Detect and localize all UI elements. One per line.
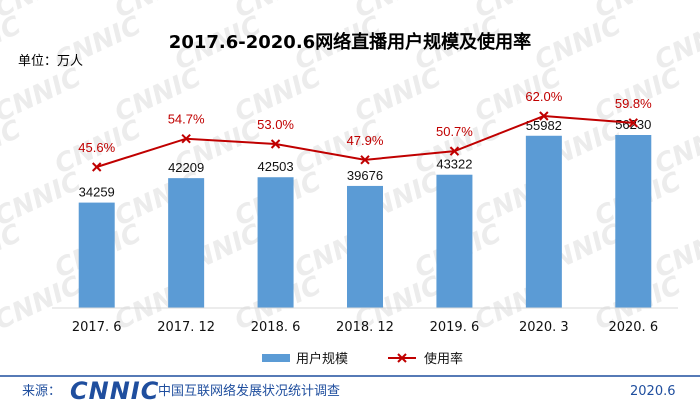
bar-6 bbox=[615, 135, 652, 308]
rate-value-label: 47.9% bbox=[347, 133, 384, 148]
x-tick-labels: 2017. 6 2017. 12 2018. 6 2018. 12 2019. 6 202… bbox=[72, 320, 658, 335]
footer-source-label: 来源： bbox=[22, 384, 61, 399]
x-tick-label: 2019. 6 bbox=[430, 320, 480, 335]
footer-date: 2020.6 bbox=[630, 384, 676, 399]
rate-marker bbox=[628, 118, 638, 128]
rate-marker bbox=[92, 162, 102, 172]
x-tick-label: 2020. 3 bbox=[519, 320, 569, 335]
rate-marker bbox=[539, 111, 549, 121]
rate-label-group: 45.6% 54.7% 53.0% 47.9% 50.7% 62.0% 59.8% bbox=[78, 89, 652, 155]
legend-line-label: 使用率 bbox=[424, 351, 463, 367]
x-tick-label: 2017. 12 bbox=[157, 320, 215, 335]
unit-label: 单位：万人 bbox=[18, 54, 83, 69]
bar-value-label: 34259 bbox=[79, 185, 115, 200]
bar-value-label: 42503 bbox=[257, 159, 293, 174]
bar-series bbox=[78, 135, 652, 308]
watermark: CNNIC bbox=[650, 219, 700, 285]
rate-marker bbox=[360, 155, 370, 165]
x-tick-label: 2017. 6 bbox=[72, 320, 122, 335]
bar-0 bbox=[78, 202, 115, 308]
legend-bar-label: 用户规模 bbox=[296, 351, 348, 367]
bar-label-group: 34259 42209 42503 39676 43322 55982 56230 bbox=[79, 117, 652, 200]
bar-value-label: 55982 bbox=[526, 118, 562, 133]
rate-value-label: 62.0% bbox=[525, 89, 562, 104]
bar-2 bbox=[257, 177, 294, 308]
bar-3 bbox=[347, 185, 383, 308]
watermark: CNNIC bbox=[650, 115, 700, 181]
legend: 用户规模 使用率 bbox=[262, 351, 463, 367]
bar-5 bbox=[525, 135, 562, 308]
legend-line-marker bbox=[397, 353, 407, 363]
rate-value-label: 59.8% bbox=[615, 96, 652, 111]
cnnic-logo: CNNIC bbox=[70, 377, 159, 405]
legend-bar-swatch bbox=[262, 354, 290, 362]
bar-1 bbox=[168, 178, 205, 308]
x-tick-label: 2020. 6 bbox=[608, 320, 658, 335]
watermark: CNNIC bbox=[0, 115, 26, 181]
rate-value-label: 53.0% bbox=[257, 117, 294, 132]
bar-value-label: 42209 bbox=[168, 160, 204, 175]
x-tick-label: 2018. 6 bbox=[251, 320, 301, 335]
rate-marker bbox=[181, 133, 191, 144]
x-tick-label: 2018. 12 bbox=[336, 320, 394, 335]
bar-value-label: 56230 bbox=[615, 117, 651, 132]
watermark: CNNIC bbox=[0, 219, 26, 285]
rate-marker bbox=[449, 146, 460, 156]
rate-value-label: 50.7% bbox=[436, 124, 473, 139]
watermark: CNNIC bbox=[650, 11, 700, 77]
rate-value-label: 45.6% bbox=[78, 140, 115, 155]
bar-4 bbox=[436, 174, 473, 308]
rate-line-series bbox=[92, 111, 638, 172]
chart-title: 2017.6-2020.6网络直播用户规模及使用率 bbox=[169, 31, 531, 53]
rate-value-label: 54.7% bbox=[168, 112, 205, 127]
footer-org-name: 中国互联网络发展状况统计调查 bbox=[158, 383, 340, 399]
rate-marker bbox=[270, 139, 281, 149]
bar-value-label: 43322 bbox=[436, 157, 472, 172]
bar-value-label: 39676 bbox=[347, 168, 383, 183]
